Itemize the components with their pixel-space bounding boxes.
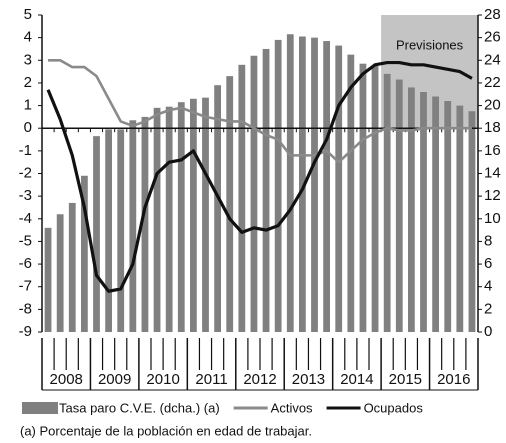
bar	[274, 39, 282, 333]
bar	[68, 202, 76, 332]
bar	[383, 73, 391, 332]
bar	[286, 34, 294, 332]
y-tick-label: 0	[24, 119, 32, 136]
legend-swatch	[22, 402, 58, 414]
legend-label: Activos	[271, 400, 313, 415]
y2-tick-label: 2	[484, 300, 492, 317]
legend-label: Ocupados	[364, 400, 424, 415]
bar	[456, 105, 464, 332]
year-label: 2015	[389, 371, 422, 388]
y-tick-label: -7	[19, 278, 32, 295]
year-label: 2016	[437, 371, 470, 388]
y-tick-label: -4	[19, 210, 32, 227]
y2-tick-label: 24	[484, 51, 501, 68]
y2-tick-label: 10	[484, 210, 501, 227]
y2-tick-label: 16	[484, 142, 501, 159]
bar	[359, 63, 367, 333]
year-label: 2009	[98, 371, 131, 388]
legend-label: Tasa paro C.V.E. (dcha.) (a)	[59, 400, 220, 415]
bar	[44, 227, 52, 332]
year-label: 2013	[292, 371, 325, 388]
bar	[250, 55, 258, 332]
y2-tick-label: 28	[484, 6, 501, 23]
y-tick-label: 5	[24, 6, 32, 23]
y-tick-label: -2	[19, 164, 32, 181]
y-tick-label: -9	[19, 323, 32, 340]
y-tick-label: -8	[19, 300, 32, 317]
y2-tick-label: 26	[484, 29, 501, 46]
footnote: (a) Porcentaje de la población en edad d…	[20, 423, 312, 438]
year-label: 2008	[50, 371, 83, 388]
bar	[165, 106, 173, 332]
year-label: 2010	[146, 371, 179, 388]
y-tick-label: 4	[24, 29, 32, 46]
y2-tick-label: 12	[484, 187, 501, 204]
y-tick-label: -6	[19, 255, 32, 272]
y-tick-label: 2	[24, 74, 32, 91]
bar	[226, 76, 234, 332]
bar	[238, 64, 246, 333]
bar	[56, 214, 64, 332]
y-tick-label: -3	[19, 187, 32, 204]
y2-tick-label: 8	[484, 232, 492, 249]
y2-tick-label: 22	[484, 74, 501, 91]
bar	[407, 87, 415, 332]
bar	[153, 107, 161, 332]
bar	[371, 65, 379, 333]
y-tick-label: -5	[19, 232, 32, 249]
line-2	[46, 60, 473, 293]
bar	[189, 98, 197, 333]
y2-tick-label: 0	[484, 323, 492, 340]
bar	[335, 45, 343, 332]
bar	[347, 54, 355, 332]
bar	[105, 129, 113, 332]
y-tick-label: 1	[24, 97, 32, 114]
y-tick-label: -1	[19, 142, 32, 159]
bar	[262, 48, 270, 332]
bar	[202, 97, 209, 333]
bar	[432, 96, 440, 332]
y2-tick-label: 20	[484, 97, 501, 114]
bar	[298, 36, 306, 333]
bar	[141, 116, 149, 333]
bar	[444, 101, 452, 333]
bar	[395, 79, 403, 333]
bar	[177, 102, 185, 332]
year-label: 2011	[195, 371, 227, 388]
forecast-label: Previsiones	[396, 37, 464, 52]
bar	[323, 41, 331, 333]
bar	[93, 136, 100, 332]
bar	[117, 129, 125, 332]
bar	[468, 111, 476, 332]
y-tick-label: 3	[24, 51, 32, 68]
bar	[129, 120, 137, 333]
y2-tick-label: 18	[484, 119, 501, 136]
forecast-area	[381, 15, 478, 129]
bar	[214, 85, 222, 332]
y2-tick-label: 4	[484, 278, 492, 295]
y2-tick-label: 6	[484, 255, 492, 272]
bar	[80, 175, 88, 332]
year-label: 2012	[243, 371, 276, 388]
y2-tick-label: 14	[484, 164, 501, 181]
line-1	[48, 58, 472, 164]
bar	[420, 91, 427, 332]
year-label: 2014	[340, 371, 373, 388]
bar	[311, 37, 318, 333]
